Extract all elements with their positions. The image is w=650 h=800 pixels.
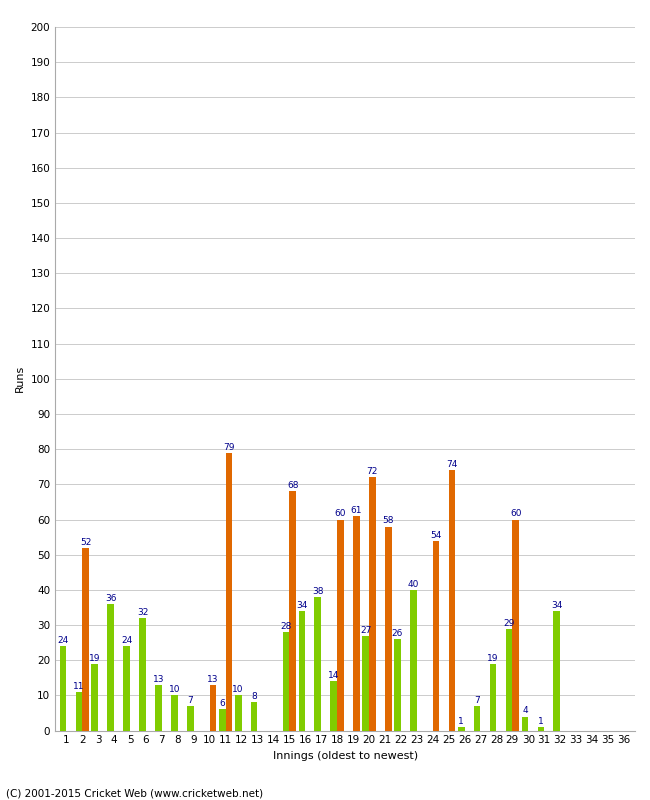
Bar [171,695,178,730]
Bar [458,727,465,730]
Text: 7: 7 [188,696,193,705]
Bar [235,695,242,730]
Text: 11: 11 [73,682,84,691]
Text: 38: 38 [312,587,324,596]
Bar [155,685,162,730]
Bar [219,710,226,730]
Text: 32: 32 [137,608,148,617]
Bar [521,717,528,730]
Bar [538,727,544,730]
Bar [474,706,480,730]
Text: 27: 27 [360,626,371,634]
Text: 7: 7 [474,696,480,705]
Text: 54: 54 [430,530,442,539]
Bar [489,664,497,730]
Bar [75,692,83,730]
Text: 19: 19 [89,654,101,662]
Text: 13: 13 [153,674,164,684]
Text: (C) 2001-2015 Cricket Web (www.cricketweb.net): (C) 2001-2015 Cricket Web (www.cricketwe… [6,788,264,798]
Bar [512,519,519,730]
Bar [107,604,114,730]
Text: 26: 26 [392,629,403,638]
Y-axis label: Runs: Runs [15,365,25,393]
Bar [385,526,391,730]
Bar [210,685,216,730]
Bar [226,453,232,730]
Text: 58: 58 [382,517,394,526]
Bar [251,702,257,730]
Text: 1: 1 [538,717,544,726]
Text: 8: 8 [252,692,257,702]
Bar [433,541,439,730]
Bar [315,597,321,730]
Bar [83,548,89,730]
Bar [60,646,66,730]
Bar [369,478,376,730]
Bar [410,590,417,730]
Bar [124,646,130,730]
Bar [298,611,306,730]
Bar [506,629,512,730]
Text: 6: 6 [220,699,225,709]
Text: 1: 1 [458,717,464,726]
Text: 60: 60 [335,510,346,518]
Bar [553,611,560,730]
Bar [283,632,289,730]
Text: 52: 52 [80,538,91,546]
Text: 68: 68 [287,482,298,490]
Bar [394,639,401,730]
Text: 34: 34 [551,601,562,610]
Text: 10: 10 [233,686,244,694]
Bar [330,682,337,730]
Text: 24: 24 [57,636,69,645]
Text: 29: 29 [503,618,515,627]
Bar [289,491,296,730]
Text: 61: 61 [350,506,362,515]
Text: 13: 13 [207,674,219,684]
Bar [337,519,344,730]
X-axis label: Innings (oldest to newest): Innings (oldest to newest) [272,751,418,761]
Bar [362,635,369,730]
Text: 36: 36 [105,594,116,603]
Text: 79: 79 [223,442,235,452]
Bar [139,618,146,730]
Text: 4: 4 [522,706,528,715]
Text: 19: 19 [488,654,499,662]
Text: 74: 74 [447,460,458,470]
Bar [353,516,359,730]
Text: 60: 60 [510,510,521,518]
Bar [92,664,98,730]
Text: 34: 34 [296,601,307,610]
Text: 24: 24 [121,636,133,645]
Text: 10: 10 [169,686,180,694]
Text: 72: 72 [367,467,378,476]
Bar [448,470,455,730]
Text: 28: 28 [280,622,292,631]
Bar [187,706,194,730]
Text: 14: 14 [328,671,339,680]
Text: 40: 40 [408,580,419,589]
